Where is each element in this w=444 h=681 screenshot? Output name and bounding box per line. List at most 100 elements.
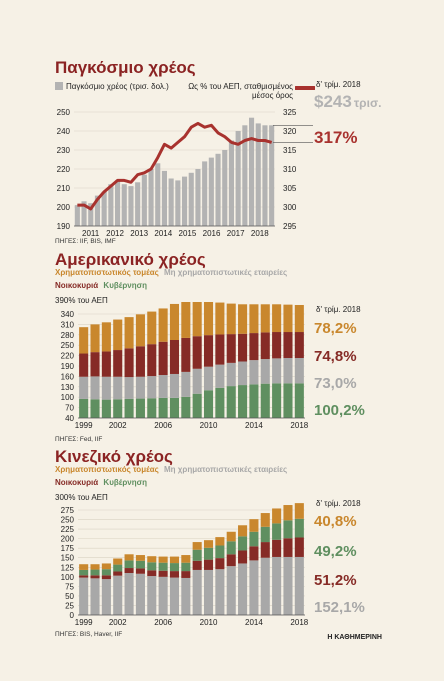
chart3-bar-segment — [294, 537, 304, 557]
chart2-bar-segment — [113, 350, 123, 377]
chart2-bar-segment — [113, 399, 123, 418]
chart3-bar-segment — [238, 536, 248, 551]
chart2-bar-segment — [79, 376, 89, 399]
chart1-bar — [155, 163, 161, 226]
chart2-bar-segment — [249, 304, 259, 334]
chart3-ytick: 50 — [65, 592, 74, 601]
chart3-bar-segment — [260, 557, 270, 615]
chart3-bar-segment — [181, 577, 191, 615]
chart2-bar-segment — [249, 360, 259, 385]
chart2-bar-segment — [135, 314, 145, 347]
chart1-bar — [188, 172, 194, 226]
chart1-bar — [94, 195, 100, 226]
chart2-bar-segment — [272, 383, 282, 418]
chart3-ytick: 175 — [61, 544, 75, 553]
chart1-xtick: 2016 — [203, 229, 221, 238]
chart2-bar-segment — [260, 304, 270, 333]
chart2-ytick: 220 — [61, 352, 75, 361]
chart2-xtick: 1999 — [75, 421, 93, 430]
chart3-bar-segment — [192, 542, 202, 550]
chart2-bar-segment — [101, 351, 111, 377]
chart3-bar-segment — [113, 575, 123, 615]
chart3-annotation-label: δ' τρίμ. 2018 — [316, 499, 361, 508]
chart2-bar-segment — [169, 340, 180, 374]
chart2-bar-segment — [249, 333, 259, 361]
chart1-bar — [161, 170, 167, 226]
chart1-bar — [262, 125, 268, 226]
chart3-bar-segment — [90, 564, 100, 570]
chart3-bar-segment — [101, 579, 111, 615]
chart3-bar-segment — [90, 578, 100, 615]
chart2-bar-segment — [272, 304, 282, 333]
chart3-bar-segment — [147, 576, 157, 615]
chart2-title: Αμερικανικό χρέος — [55, 250, 206, 269]
chart3-bar-segment — [215, 537, 225, 546]
chart3-source: ΠΗΓΕΣ: BIS, Haver, IIF — [55, 631, 123, 638]
chart1-yright-tick: 320 — [283, 127, 297, 136]
chart3-bar-segment — [283, 520, 293, 539]
chart3-xtick: 1999 — [75, 618, 93, 627]
chart3-ytick: 0 — [70, 611, 75, 620]
chart1-yright-tick: 295 — [283, 222, 297, 231]
chart1-bar — [88, 203, 94, 226]
chart1-legend-line-label: Ως % του ΑΕΠ, σταθμισμένος μέσος όρος — [188, 82, 293, 100]
gray-swatch-icon — [55, 82, 63, 90]
chart2-annotation-financial: 78,2% — [314, 320, 357, 337]
chart1-xtick: 2013 — [130, 229, 148, 238]
chart3-bar-segment — [226, 554, 236, 567]
chart2-bar-segment — [79, 398, 89, 418]
chart2-xtick: 2002 — [109, 421, 127, 430]
chart2-bar-segment — [147, 344, 157, 377]
chart2-bar-segment — [203, 302, 214, 336]
chart3-ytick: 100 — [61, 573, 75, 582]
chart2-ytick: 40 — [65, 414, 74, 423]
chart3-bar-segment — [158, 562, 168, 571]
chart3-legend-nonfinancial: Μη χρηματοπιστωτικές εταιρείες — [164, 465, 288, 474]
chart3-bar-segment — [238, 525, 248, 537]
chart1-yleft-tick: 230 — [57, 146, 71, 155]
chart3-bar-segment — [101, 575, 111, 580]
chart2-bar-segment — [124, 377, 134, 399]
chart3-bar-segment — [260, 526, 270, 543]
chart2-bar-segment — [192, 368, 202, 394]
chart2-xtick: 2006 — [154, 421, 172, 430]
chart1-bar — [81, 201, 87, 226]
chart3-legend-government: Κυβέρνηση — [103, 478, 147, 487]
chart3-legend-row1: Χρηματοπιστωτικός τομέας Μη χρηματοπιστω… — [55, 465, 287, 474]
chart3-ytick: 150 — [61, 554, 75, 563]
chart2-bar-segment — [90, 324, 100, 353]
chart1-legend-bars: Παγκόσμιο χρέος (τρισ. δολ.) — [55, 82, 175, 91]
chart1-bar — [101, 191, 107, 226]
chart3-ytick: 75 — [65, 582, 74, 591]
chart1-bar — [108, 184, 114, 226]
chart2-bar-segment — [203, 390, 214, 418]
chart1-bar — [74, 205, 80, 226]
chart3-bar-segment — [249, 519, 259, 532]
chart3-bar-segment — [294, 556, 304, 615]
chart2-bar-segment — [90, 399, 100, 418]
chart3-bar-segment — [203, 569, 214, 615]
chart1-yright-tick: 305 — [283, 184, 297, 193]
chart1-annotation-pct: 317% — [314, 128, 358, 147]
chart3-bar-segment — [203, 547, 214, 560]
chart3-bar-segment — [249, 560, 259, 615]
chart3-bar-segment — [272, 539, 282, 557]
chart2-bar-segment — [294, 332, 304, 359]
chart3-bar-segment — [147, 556, 157, 563]
chart2-bar-segment — [135, 346, 145, 377]
chart2-xtick: 2014 — [245, 421, 263, 430]
chart3-bar-segment — [249, 531, 259, 547]
chart2-source: ΠΗΓΕΣ: Fed, IIF — [55, 436, 103, 443]
chart2-bar-segment — [158, 308, 168, 342]
chart3-bar-segment — [79, 564, 89, 570]
chart3-bar-segment — [294, 503, 304, 519]
chart2-bar-segment — [101, 322, 111, 352]
chart2-bar-segment — [260, 332, 270, 360]
chart3-bar-segment — [249, 546, 259, 561]
chart2-ytick: 130 — [61, 383, 75, 392]
chart3-bar-segment — [135, 555, 145, 561]
chart3-bar-segment — [124, 568, 134, 573]
chart2-legend-nonfinancial: Μη χρηματοπιστωτικές εταιρείες — [164, 268, 288, 277]
